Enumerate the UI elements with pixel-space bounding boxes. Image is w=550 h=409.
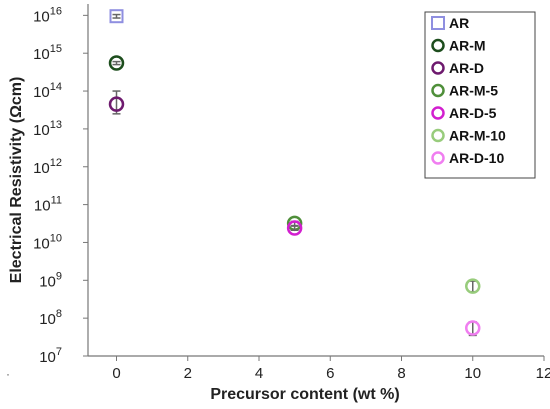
x-tick-label: 2 [184,365,192,382]
y-tick-exponent: 9 [56,270,62,282]
x-axis-ticks: 0 2 4 6 8 10 12 [112,356,550,382]
x-tick-label: 12 [536,365,550,382]
y-tick-label: 1014 [33,81,62,101]
legend-marker-ar-m-5 [431,83,445,98]
y-tick-exponent: 12 [50,157,62,169]
legend-label-ar-d: AR-D [449,60,484,76]
x-tick-label: 6 [326,365,334,382]
y-tick-label: 109 [39,270,62,290]
legend-marker-ar-m [431,38,445,53]
legend-label-ar-d-5: AR-D-5 [449,105,497,121]
data-point-ar [109,9,124,24]
y-tick-exponent: 11 [51,195,62,207]
y-tick-label: 107 [39,346,62,366]
y-tick-label: 1016 [33,5,62,25]
y-tick-exponent: 8 [56,308,62,320]
data-marks [108,9,481,337]
legend-label-ar-m: AR-M [449,38,486,54]
y-tick-exponent: 10 [50,232,62,244]
legend-box [424,11,536,179]
y-tick-exponent: 13 [50,119,62,131]
legend-marker-ar [431,16,445,30]
y-tick-exponent: 14 [50,81,62,93]
corner-mark: · [6,367,10,381]
legend-marker-ar-m-10 [431,128,445,143]
x-axis-title: Precursor content (wt %) [210,386,399,403]
data-point-ar-d-5 [286,220,303,236]
y-tick-exponent: 16 [50,5,62,17]
legend-label-ar-m-5: AR-M-5 [449,83,498,99]
data-point-ar-m [108,55,125,71]
y-tick-label: 108 [39,308,62,328]
y-tick-exponent: 7 [56,346,62,358]
legend-label-ar: AR [449,15,469,31]
legend-label-ar-m-10: AR-M-10 [449,128,506,144]
x-tick-label: 0 [112,365,120,382]
y-axis-title: Electrical Resistivity (Ωcm) [8,77,25,284]
legend-marker-ar-d [431,61,445,75]
legend-marker-ar-d-10 [431,151,445,165]
y-tick-label: 1012 [33,157,62,177]
legend: AR AR-M AR-D AR-M-5 AR-D-5 AR-M-10 AR-D-10 [424,11,536,179]
y-tick-label: 1013 [33,119,62,139]
legend-label-ar-d-10: AR-D-10 [449,150,504,166]
data-point-ar-m-10 [465,278,481,294]
legend-marker-ar-d-5 [431,106,445,120]
x-tick-label: 8 [397,365,405,382]
data-point-ar-d [108,96,125,112]
x-tick-label: 4 [255,365,263,382]
x-tick-label: 10 [464,365,481,382]
y-tick-label: 1015 [33,43,62,63]
plot-frame [87,4,544,357]
data-point-ar-d-10 [465,320,481,336]
y-tick-exponent: 15 [50,43,62,55]
y-tick-label: 1010 [33,232,62,252]
y-tick-label: 1011 [34,195,62,215]
